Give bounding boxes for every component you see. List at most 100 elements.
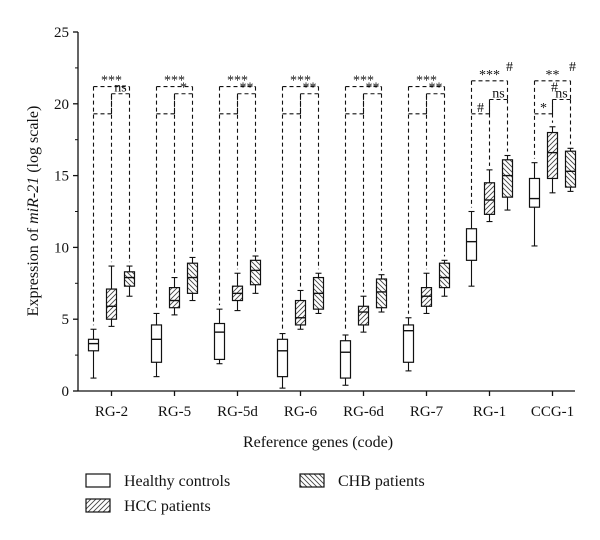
box-plot-group bbox=[528, 162, 541, 247]
significance-bracket: ***** bbox=[407, 74, 446, 314]
x-axis-title: Reference genes (code) bbox=[243, 434, 393, 451]
significance-label-mid: # bbox=[477, 101, 484, 116]
significance-bracket: ***ns## bbox=[470, 60, 513, 208]
box-body bbox=[357, 305, 370, 326]
legend-swatch-chb bbox=[299, 473, 325, 488]
box-body bbox=[339, 340, 352, 379]
y-axis-title-suffix: (log scale) bbox=[25, 106, 42, 177]
box-plot-group bbox=[438, 259, 451, 297]
x-tick-label: RG-6 bbox=[284, 404, 318, 420]
box-body bbox=[465, 228, 478, 261]
box-plot-group bbox=[294, 289, 307, 330]
box-plot-group bbox=[312, 272, 325, 315]
significance-bracket: ***** bbox=[281, 74, 320, 330]
y-axis: 0 5 10 15 20 25 bbox=[54, 25, 79, 400]
significance-label-inner: ** bbox=[366, 81, 380, 96]
significance-label-mid: * bbox=[540, 101, 547, 116]
y-tick-label: 0 bbox=[62, 384, 70, 400]
legend-label-healthy: Healthy controls bbox=[124, 473, 230, 490]
box-body bbox=[123, 271, 136, 287]
box-plot-group bbox=[546, 126, 559, 194]
significance-label-inner: ** bbox=[303, 81, 317, 96]
box-body bbox=[168, 287, 181, 309]
significance-bracket: ***ns bbox=[92, 74, 131, 326]
significance-label-outer: *** bbox=[101, 74, 122, 89]
box-plot-group bbox=[87, 328, 100, 379]
significance-hash-inner: # bbox=[551, 80, 558, 95]
box-body bbox=[213, 322, 226, 361]
box-series bbox=[87, 126, 577, 389]
y-tick-label: 10 bbox=[54, 240, 69, 256]
significance-hash-outer: # bbox=[506, 60, 513, 75]
y-axis-title-prefix: Expression of bbox=[25, 224, 42, 316]
box-body bbox=[402, 324, 415, 363]
legend-swatch-healthy bbox=[85, 473, 111, 488]
legend-label-hcc: HCC patients bbox=[124, 498, 211, 515]
significance-label-outer: *** bbox=[479, 68, 500, 83]
significance-label-outer: *** bbox=[416, 74, 437, 89]
box-plot-group bbox=[213, 308, 226, 365]
box-body bbox=[564, 150, 577, 188]
box-plot-group bbox=[105, 265, 118, 327]
box-body bbox=[375, 278, 388, 309]
y-axis-title-italic: miR-21 bbox=[25, 177, 42, 224]
box-body bbox=[420, 287, 433, 307]
box-body bbox=[186, 262, 199, 294]
significance-label-inner: ns bbox=[555, 86, 567, 101]
box-body bbox=[438, 262, 451, 289]
box-plot-group bbox=[357, 295, 370, 333]
legend-label-chb: CHB patients bbox=[338, 473, 425, 490]
y-tick-label: 5 bbox=[62, 312, 70, 328]
box-body bbox=[501, 159, 514, 198]
significance-hash-outer: # bbox=[569, 60, 576, 75]
box-body bbox=[150, 324, 163, 363]
significance-bracket: **** bbox=[155, 74, 194, 310]
significance-bracket: ** ns * # # bbox=[533, 60, 576, 159]
box-body bbox=[276, 338, 289, 378]
box-plot-group bbox=[402, 317, 415, 372]
y-axis-title: Expression of miR-21 (log scale) bbox=[25, 106, 42, 317]
box-body bbox=[87, 338, 100, 352]
box-plot-group bbox=[231, 272, 244, 312]
box-body bbox=[249, 259, 262, 286]
x-tick-label: RG-2 bbox=[95, 404, 128, 420]
box-plot-group bbox=[501, 154, 514, 211]
box-plot-group bbox=[276, 333, 289, 389]
box-plot-group bbox=[123, 265, 136, 297]
significance-bracket: ***** bbox=[344, 74, 383, 331]
x-axis: RG-2 RG-5 RG-5d RG-6 RG-6d RG-7 RG-1 CCG-1 bbox=[78, 390, 575, 420]
significance-label-outer: ** bbox=[546, 68, 560, 83]
box-plot-group bbox=[186, 256, 199, 302]
x-tick-label: RG-1 bbox=[473, 404, 506, 420]
significance-label-outer: *** bbox=[290, 74, 311, 89]
box-body bbox=[546, 131, 559, 180]
significance-label-outer: *** bbox=[353, 74, 374, 89]
significance-label-outer: *** bbox=[164, 74, 185, 89]
x-tick-label: RG-6d bbox=[343, 404, 384, 420]
significance-label-inner: ns bbox=[492, 86, 504, 101]
box-plot-group bbox=[339, 334, 352, 386]
significance-bracket: ***** bbox=[218, 74, 257, 306]
significance-label-inner: ns bbox=[114, 81, 126, 96]
legend: Healthy controls HCC patients CHB patien… bbox=[85, 473, 425, 515]
box-plot-group bbox=[564, 147, 577, 192]
significance-label-outer: *** bbox=[227, 74, 248, 89]
significance-annotations: ***ns **** ***** ***** ***** ********ns##**ns… bbox=[92, 60, 576, 331]
y-tick-label: 20 bbox=[54, 97, 69, 113]
significance-label-inner: * bbox=[180, 81, 187, 96]
significance-label-inner: ** bbox=[429, 81, 443, 96]
significance-label-inner: ** bbox=[240, 81, 254, 96]
box-body bbox=[483, 182, 496, 215]
box-plot-group bbox=[168, 277, 181, 316]
y-tick-label: 25 bbox=[54, 25, 69, 41]
box-body bbox=[105, 288, 118, 320]
box-plot-group bbox=[375, 274, 388, 313]
x-tick-label: RG-5d bbox=[217, 404, 258, 420]
x-tick-label: RG-7 bbox=[410, 404, 444, 420]
y-tick-label: 15 bbox=[54, 169, 69, 185]
box-plot-group bbox=[150, 312, 163, 378]
box-plot-group bbox=[420, 272, 433, 315]
box-plot-group bbox=[483, 169, 496, 223]
box-plot-group bbox=[249, 255, 262, 294]
